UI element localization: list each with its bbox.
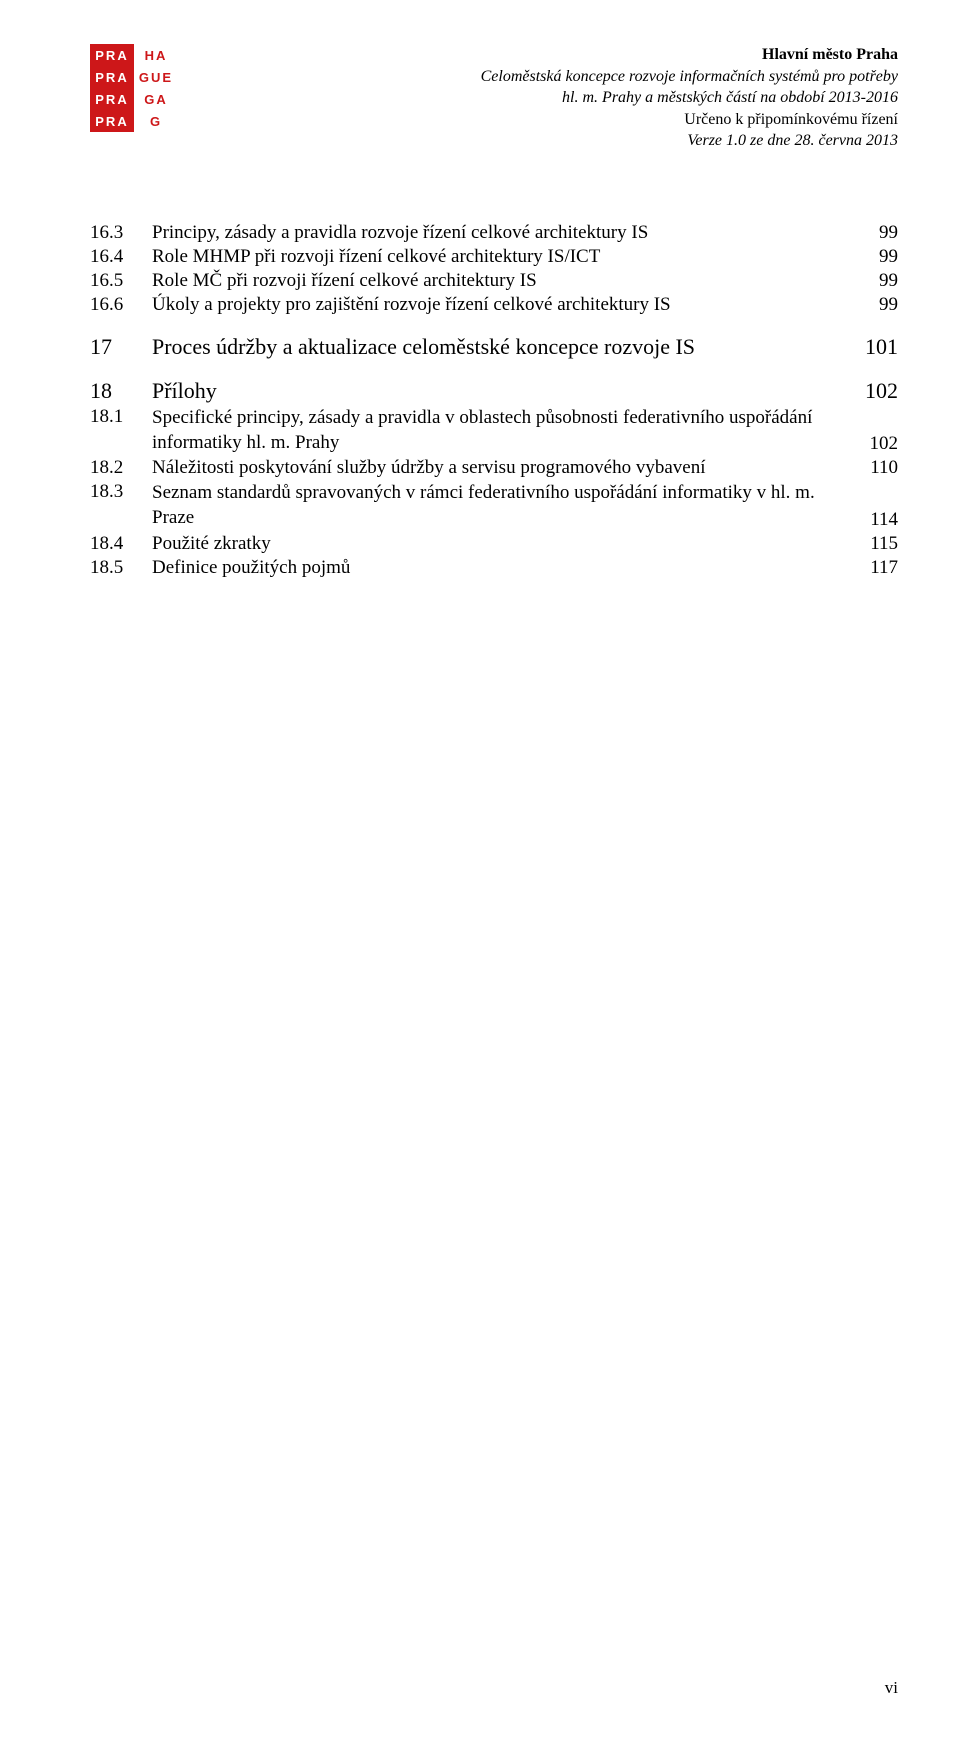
toc-title: Přílohy [152,378,850,404]
toc-entry: 16.3 Principy, zásady a pravidla rozvoje… [90,222,898,244]
toc-number: 16.6 [90,294,152,316]
page-number: vi [885,1678,898,1698]
toc-entry: 16.4 Role MHMP při rozvoji řízení celkov… [90,246,898,268]
toc-title: Proces údržby a aktualizace celoměstské … [152,334,850,360]
toc-title: Specifické principy, zásady a pravidla v… [152,406,850,455]
header-line2: Celoměstská koncepce rozvoje informačníc… [481,66,898,88]
toc-entry: 18.3 Seznam standardů spravovaných v rám… [90,481,898,530]
toc-title: Role MČ při rozvoji řízení celkové archi… [152,270,850,292]
toc-number: 16.4 [90,246,152,268]
toc-number: 16.3 [90,222,152,244]
toc-title: Definice použitých pojmů [152,557,850,579]
toc-number: 18.2 [90,457,152,479]
toc-page: 114 [850,509,898,531]
header-line1: Hlavní město Praha [481,44,898,66]
toc-number: 18.3 [90,481,152,503]
toc-page: 102 [850,378,898,404]
logo-cell: PRA [90,110,134,132]
toc-page: 99 [850,294,898,316]
toc-page: 101 [850,334,898,360]
header-line4: Určeno k připomínkovému řízení [481,109,898,131]
toc-section-entry: 17 Proces údržby a aktualizace celoměsts… [90,334,898,360]
toc-entry: 18.4 Použité zkratky 115 [90,533,898,555]
toc-page: 110 [850,457,898,479]
toc-entry: 16.5 Role MČ při rozvoji řízení celkové … [90,270,898,292]
header-line3: hl. m. Prahy a městských částí na období… [481,87,898,109]
toc-title: Seznam standardů spravovaných v rámci fe… [152,481,850,530]
toc-number: 16.5 [90,270,152,292]
toc-page: 115 [850,533,898,555]
toc-number: 18.4 [90,533,152,555]
toc-number: 18 [90,378,152,404]
toc-title: Použité zkratky [152,533,850,555]
toc-entry: 18.2 Náležitosti poskytování služby údrž… [90,457,898,479]
toc-page: 117 [850,557,898,579]
toc-entry: 18.1 Specifické principy, zásady a pravi… [90,406,898,455]
toc-title: Principy, zásady a pravidla rozvoje říze… [152,222,850,244]
toc-entry: 18.5 Definice použitých pojmů 117 [90,557,898,579]
header-text-block: Hlavní město Praha Celoměstská koncepce … [481,44,898,152]
toc-page: 99 [850,270,898,292]
toc-page: 102 [850,433,898,455]
table-of-contents: 16.3 Principy, zásady a pravidla rozvoje… [90,222,898,579]
toc-number: 18.1 [90,406,152,428]
praha-logo: PRA HA PRA GUE PRA GA PRA G [90,44,178,132]
toc-page: 99 [850,222,898,244]
toc-section-entry: 18 Přílohy 102 [90,378,898,404]
header-line5: Verze 1.0 ze dne 28. června 2013 [481,130,898,152]
logo-cell: PRA [90,66,134,88]
toc-title: Náležitosti poskytování služby údržby a … [152,457,850,479]
logo-cell: HA [134,44,178,66]
page-header: PRA HA PRA GUE PRA GA PRA G Hlavní město… [90,44,898,152]
toc-title: Role MHMP při rozvoji řízení celkové arc… [152,246,850,268]
toc-entry: 16.6 Úkoly a projekty pro zajištění rozv… [90,294,898,316]
toc-title: Úkoly a projekty pro zajištění rozvoje ř… [152,294,850,316]
toc-page: 99 [850,246,898,268]
toc-number: 17 [90,334,152,360]
logo-cell: GA [134,88,178,110]
logo-cell: G [134,110,178,132]
logo-cell: PRA [90,44,134,66]
logo-cell: PRA [90,88,134,110]
logo-cell: GUE [134,66,178,88]
toc-number: 18.5 [90,557,152,579]
